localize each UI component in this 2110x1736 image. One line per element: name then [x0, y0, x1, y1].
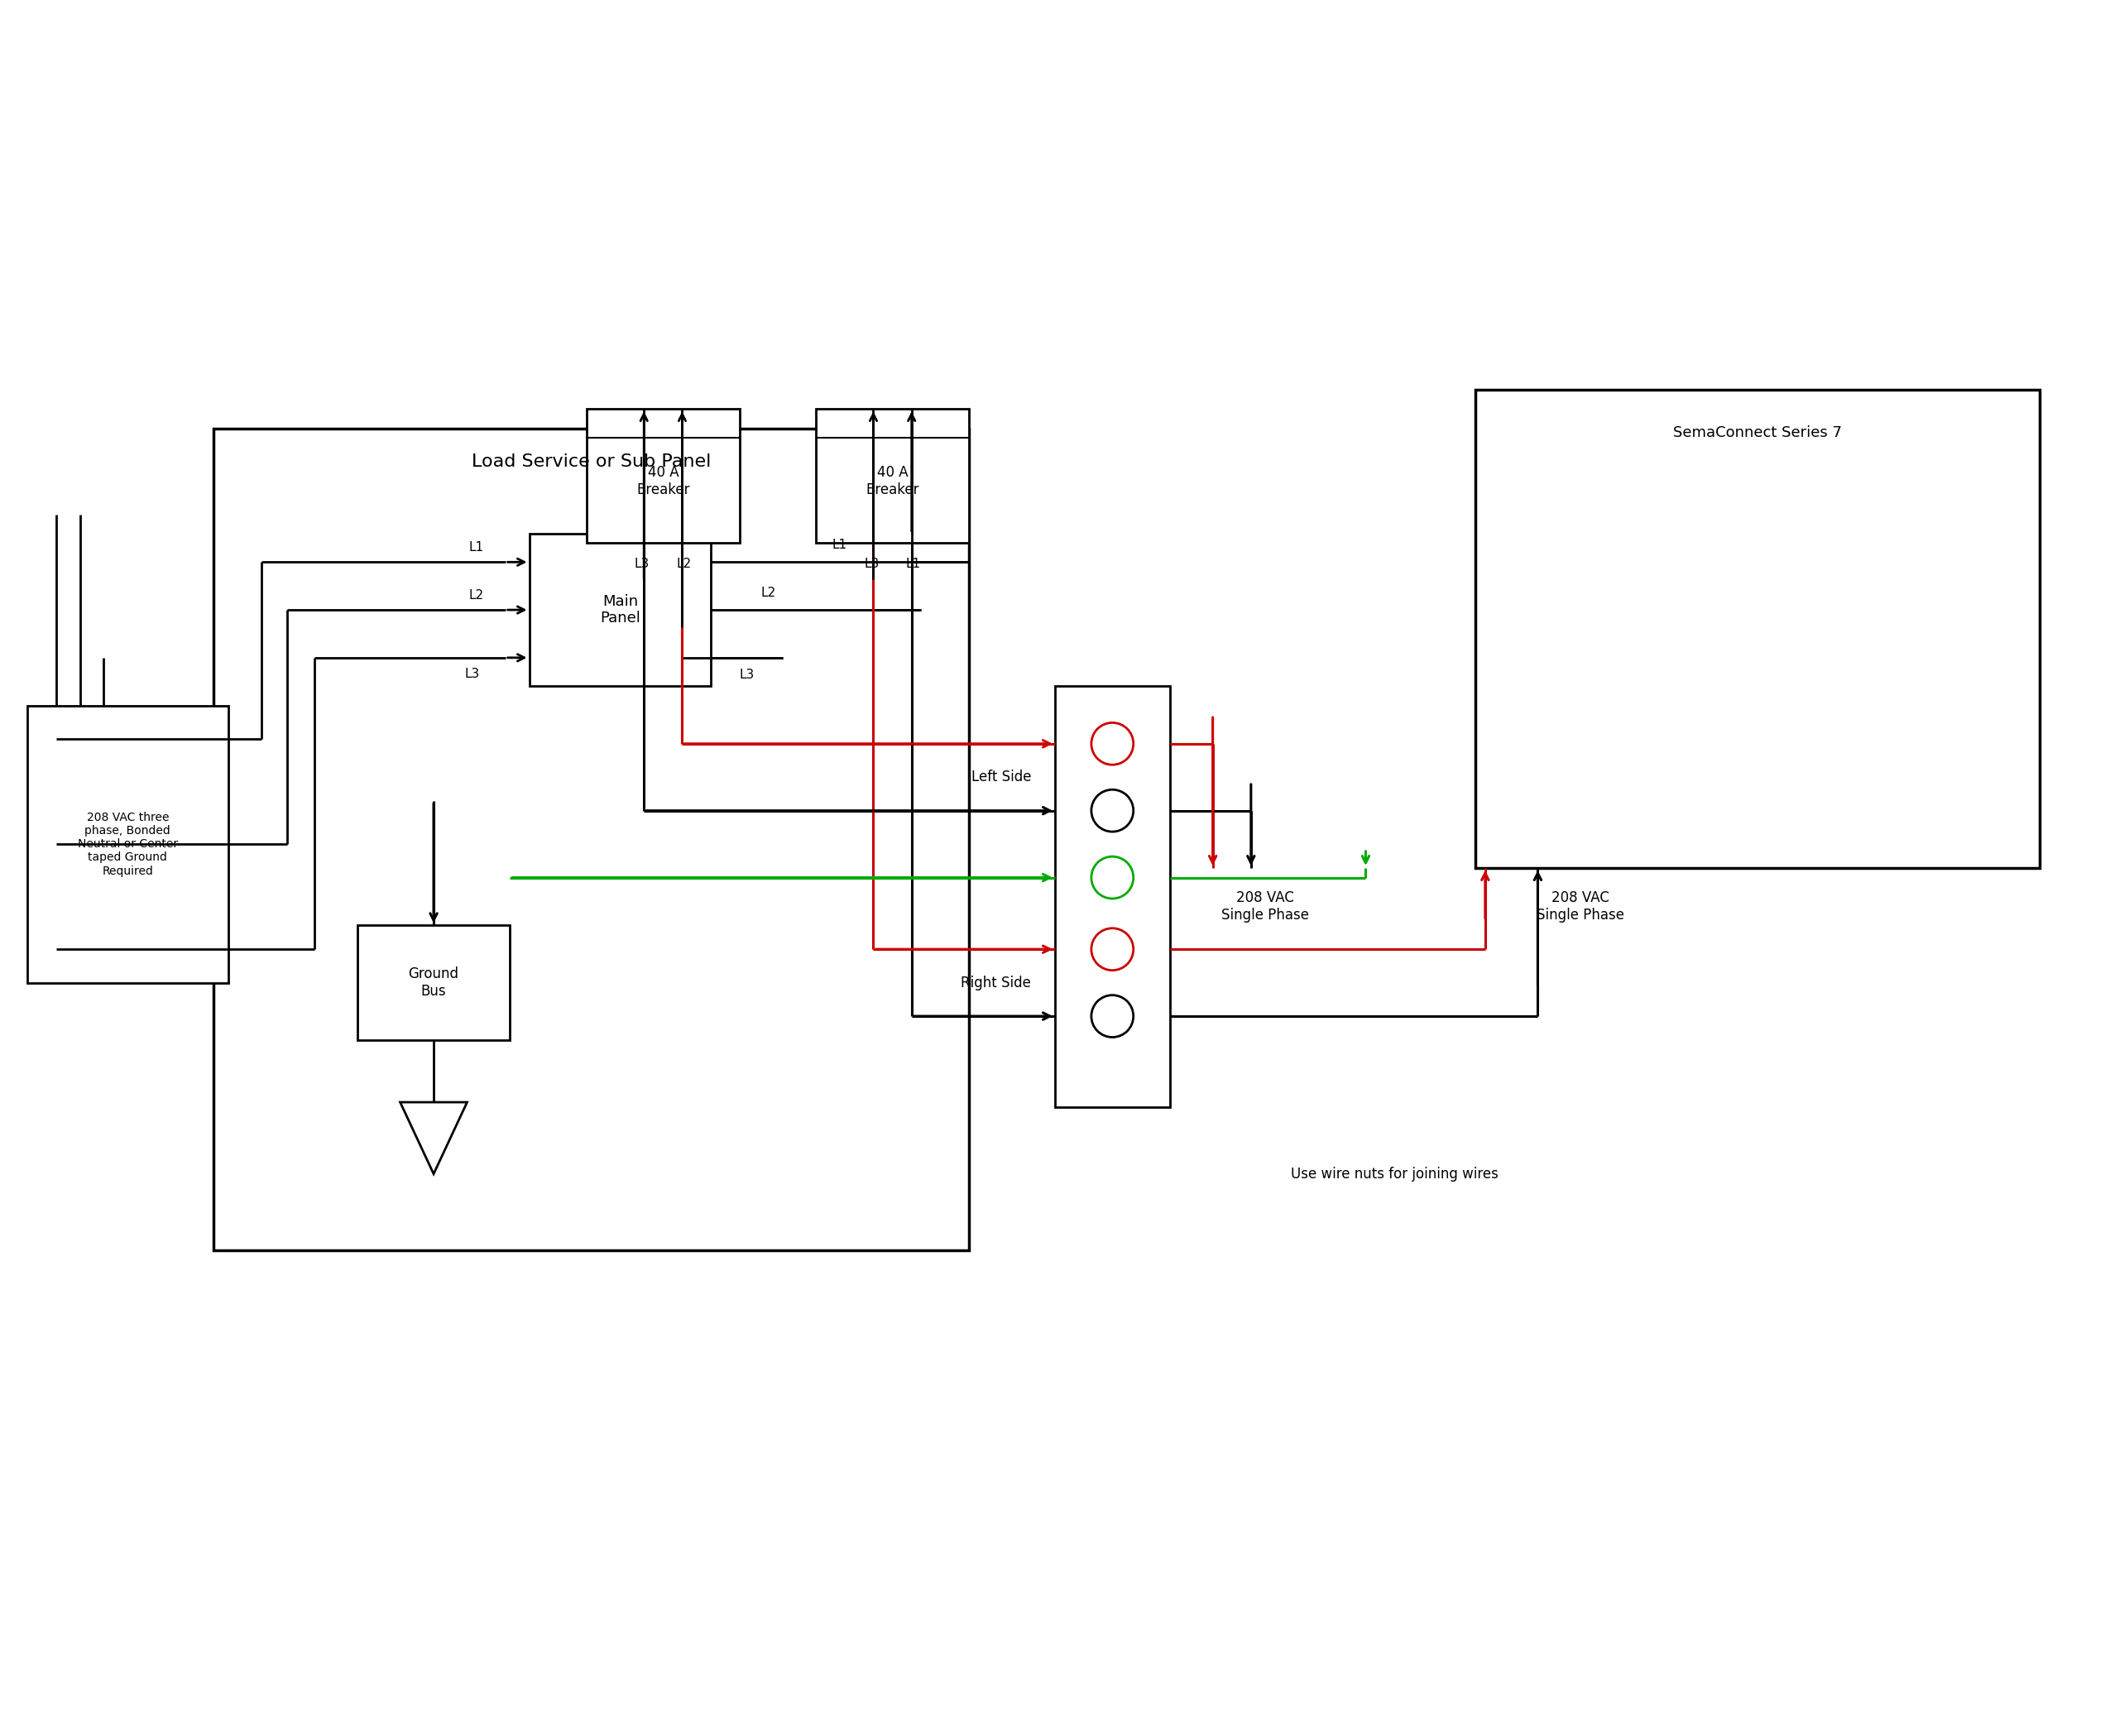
Text: L3: L3 [863, 557, 880, 569]
Bar [1055, 686, 1169, 1108]
Text: SemaConnect Series 7: SemaConnect Series 7 [1673, 425, 1842, 441]
Text: 208 VAC three
phase, Bonded
Neutral or Center
taped Ground
Required: 208 VAC three phase, Bonded Neutral or C… [78, 811, 177, 877]
Text: L3: L3 [464, 668, 479, 681]
Text: 40 A
Breaker: 40 A Breaker [865, 465, 920, 496]
Text: L1: L1 [833, 538, 848, 550]
Text: L2: L2 [677, 557, 692, 569]
Bar [357, 925, 511, 1040]
Bar [817, 410, 968, 543]
Bar [27, 705, 228, 983]
Bar [530, 533, 711, 686]
Bar [587, 410, 738, 543]
Text: Main
Panel: Main Panel [599, 594, 639, 627]
Text: Ground
Bus: Ground Bus [409, 967, 458, 998]
Text: L1: L1 [468, 542, 483, 554]
Text: 208 VAC
Single Phase: 208 VAC Single Phase [1222, 891, 1308, 922]
Text: L3: L3 [635, 557, 650, 569]
Text: Load Service or Sub Panel: Load Service or Sub Panel [473, 453, 711, 470]
Text: 40 A
Breaker: 40 A Breaker [637, 465, 690, 496]
Bar [213, 429, 968, 1250]
Text: 208 VAC
Single Phase: 208 VAC Single Phase [1536, 891, 1625, 922]
Text: L1: L1 [905, 557, 922, 569]
Text: Left Side: Left Side [971, 769, 1032, 785]
Text: L2: L2 [762, 587, 776, 599]
Text: L2: L2 [468, 589, 483, 602]
Bar [1475, 391, 2040, 868]
Text: Use wire nuts for joining wires: Use wire nuts for joining wires [1291, 1167, 1498, 1182]
Text: L3: L3 [741, 668, 755, 681]
Text: Right Side: Right Side [960, 976, 1032, 990]
